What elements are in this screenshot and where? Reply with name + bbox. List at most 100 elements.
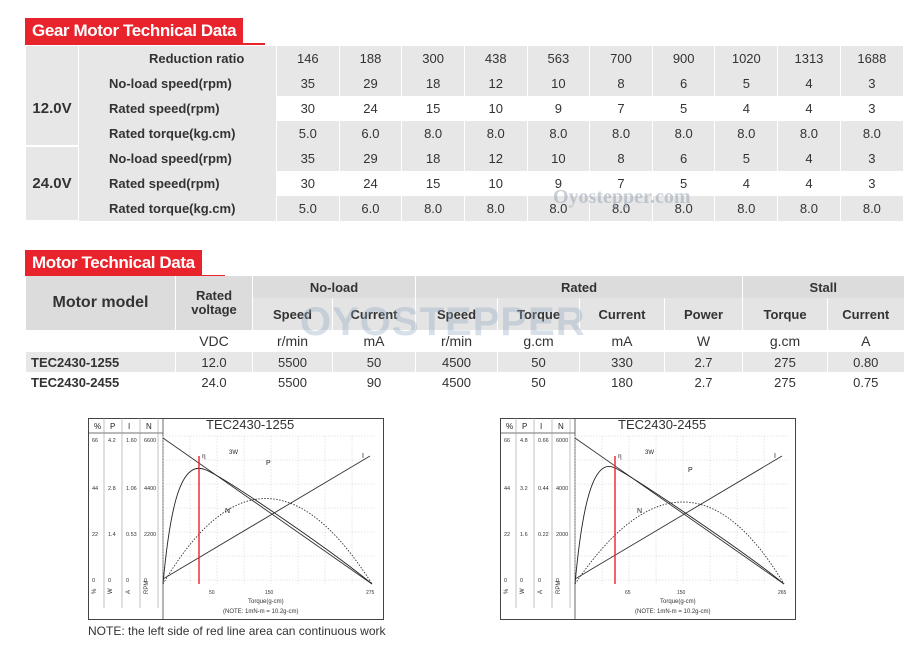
scale-tick: 1.06 [126,486,137,492]
chart-frame [500,418,796,620]
sub-header: Torque [742,298,828,330]
ratio-cell: 1020 [714,46,778,71]
row-label: No-load speed(rpm) [78,71,277,96]
unit-cell: mA [579,330,665,352]
motor-section-title: Motor Technical Data [25,250,202,276]
value-cell: 8.0 [777,121,841,146]
scale-tick: 22 [92,532,98,538]
value-cell: 8.0 [839,121,903,146]
value-cell: 18 [401,71,465,96]
current-line [162,455,371,580]
scale-tick: 0.22 [538,532,549,538]
ratio-cell: 188 [338,46,402,71]
value-cell: 330 [579,352,665,372]
value-cell: 15 [401,96,465,121]
table-row: Rated torque(kg.cm) 5.0 6.0 8.0 8.0 8.0 8.0 8.0… [25,196,903,221]
value-cell: 8.0 [651,196,715,221]
row-label: Rated speed(rpm) [78,96,277,121]
ratio-cell: 563 [526,46,590,71]
blank-cell [25,46,79,71]
scale-header: P [110,422,115,431]
units-blank-cell [25,330,176,352]
power-curve [162,498,373,585]
value-cell: 5 [714,146,778,171]
x-axis-label: Torque(g-cm) [660,599,696,605]
value-cell: 0.75 [827,372,904,392]
table-row: Rated speed(rpm) 30 24 15 10 9 7 5 4 4 3 [26,96,903,121]
axis-unit: RPM [556,581,562,594]
row-label: Rated torque(kg.cm) [78,121,277,146]
ratio-cell: 700 [589,46,653,71]
value-cell: 12.0 [175,352,253,372]
unit-cell: r/min [252,330,333,352]
value-cell: 8.0 [463,196,528,221]
chart-note: (NOTE: 1mN-m = 10.2g-cm) [223,609,299,615]
scale-tick: 0 [108,578,111,584]
value-cell: 4 [777,171,841,196]
value-cell: 3 [839,171,903,196]
value-cell: 9 [526,96,590,121]
value-cell: 30 [276,96,340,121]
value-cell: 180 [579,372,665,392]
value-cell: 15 [401,171,465,196]
x-axis-label: Torque(g-cm) [248,599,284,605]
x-tick: 265 [778,590,787,596]
axis-unit: % [92,588,98,594]
scale-tick: 0.66 [538,438,549,444]
scale-tick: 66 [92,438,98,444]
value-cell: 4500 [415,372,498,392]
ratio-cell: 900 [651,46,715,71]
x-tick: 275 [366,590,375,596]
ratio-cell: 300 [401,46,465,71]
unit-cell: r/min [415,330,498,352]
axis-unit: W [520,588,526,594]
reduction-ratio-label: Reduction ratio [78,46,277,71]
gear-section-title: Gear Motor Technical Data [25,18,244,44]
table-row: Reduction ratio 146 188 300 438 563 700 900 1020… [25,46,903,71]
p-label: P [688,467,693,474]
noload-group-header: No-load [251,276,416,298]
axis-unit: A [126,590,132,594]
scale-tick: 2000 [556,532,568,538]
value-cell: 2.7 [664,352,743,372]
value-cell: 5.0 [276,196,340,221]
row-label: Rated torque(kg.cm) [78,196,277,221]
scale-tick: 4.8 [520,438,528,444]
value-cell: 24 [338,171,402,196]
value-cell: 8.0 [589,196,653,221]
speed-line [162,437,373,585]
value-cell: 24 [338,96,402,121]
chart-title: TEC2430-1255 [206,418,294,432]
sub-header: Speed [252,298,333,330]
gear-motor-table: Reduction ratio 146 188 300 438 563 700 900 1020… [25,46,903,222]
value-cell: 3 [839,71,903,96]
scale-header: P [522,422,527,431]
value-cell: 3 [839,146,903,171]
axis-unit: A [538,590,544,594]
x-tick: 65 [625,590,631,596]
scale-tick: 1.4 [108,532,116,538]
row-label: Rated speed(rpm) [78,171,277,196]
power-curve [574,501,785,585]
scale-tick: 0 [504,578,507,584]
value-cell: 9 [526,171,590,196]
sub-header: Torque [497,298,580,330]
value-cell: 8.0 [651,121,715,146]
value-cell: 4 [714,96,778,121]
table-row: TEC2430-2455 24.0 5500 90 4500 50 180 2.7 275 0.7… [25,372,904,392]
rated-group-header: Rated [415,276,743,298]
power-value-label: 3W [645,450,654,456]
value-cell: 275 [742,352,828,372]
value-cell: 5500 [252,372,333,392]
chart-note: (NOTE: 1mN-m = 10.2g-cm) [635,609,711,615]
value-cell: 7 [589,96,653,121]
ratio-cell: 146 [276,46,340,71]
sub-header: Speed [415,298,498,330]
scale-tick: 4.2 [108,438,116,444]
value-cell: 30 [276,171,340,196]
scale-tick: 22 [504,532,510,538]
scale-tick: 0.44 [538,486,549,492]
unit-cell: VDC [175,330,253,352]
value-cell: 6.0 [338,196,402,221]
value-cell: 8.0 [777,196,841,221]
